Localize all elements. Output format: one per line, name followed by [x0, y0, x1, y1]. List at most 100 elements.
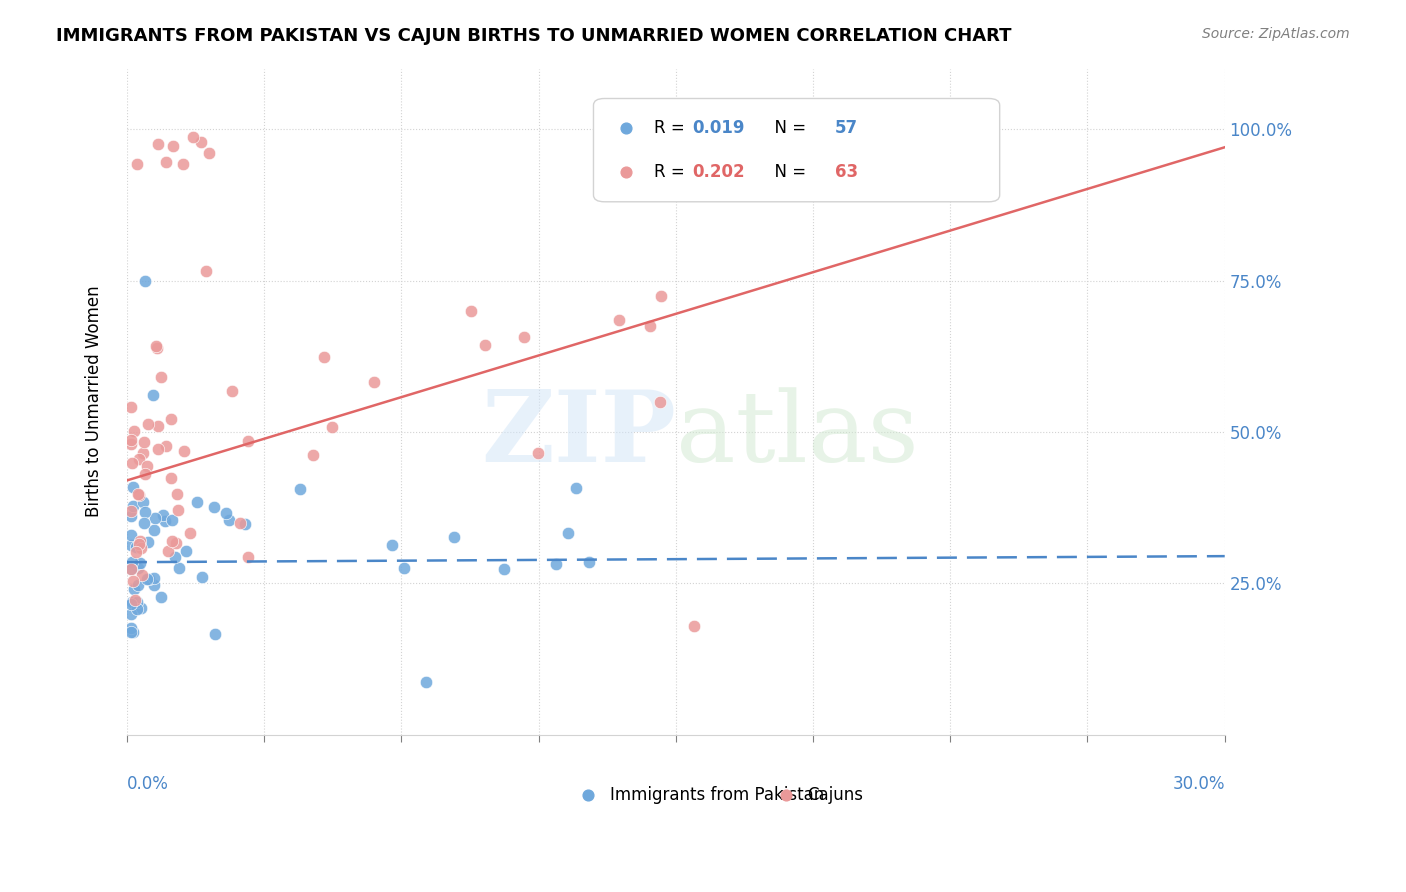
- Point: [290, 482, 312, 496]
- Point: [683, 619, 706, 633]
- Point: [167, 561, 190, 575]
- Point: [134, 505, 156, 519]
- Point: [120, 538, 142, 552]
- Point: [312, 350, 335, 364]
- Point: [120, 607, 142, 621]
- Point: [648, 395, 671, 409]
- Point: [229, 516, 252, 530]
- Point: [122, 424, 145, 438]
- Text: 63: 63: [835, 163, 858, 181]
- Point: [142, 577, 165, 591]
- Point: [143, 571, 166, 585]
- Point: [146, 419, 169, 434]
- Point: [138, 572, 160, 586]
- Point: [236, 434, 259, 448]
- Point: [186, 494, 208, 508]
- Point: [160, 513, 183, 527]
- Point: [142, 524, 165, 538]
- Point: [179, 526, 201, 541]
- Point: [120, 562, 142, 576]
- Point: [120, 528, 142, 542]
- Point: [132, 435, 155, 450]
- Point: [136, 535, 159, 549]
- Point: [138, 417, 160, 431]
- Point: [129, 600, 152, 615]
- Text: R =: R =: [654, 120, 690, 137]
- Point: [121, 595, 143, 609]
- Text: Immigrants from Pakistan: Immigrants from Pakistan: [610, 786, 824, 804]
- Point: [191, 570, 214, 584]
- Point: [149, 369, 172, 384]
- Point: [165, 535, 187, 549]
- Point: [127, 560, 149, 574]
- Point: [578, 555, 600, 569]
- Point: [128, 452, 150, 467]
- Point: [565, 481, 588, 495]
- Point: [381, 538, 404, 552]
- Point: [148, 136, 170, 151]
- Point: [124, 540, 146, 554]
- Point: [607, 313, 630, 327]
- Point: [125, 602, 148, 616]
- Point: [172, 157, 194, 171]
- Point: [443, 530, 465, 544]
- Point: [122, 582, 145, 597]
- Point: [122, 479, 145, 493]
- Point: [120, 436, 142, 450]
- Text: R =: R =: [654, 163, 690, 181]
- Point: [513, 330, 536, 344]
- Point: [148, 442, 170, 456]
- Point: [121, 456, 143, 470]
- Point: [302, 448, 325, 462]
- Point: [166, 487, 188, 501]
- Point: [134, 467, 156, 482]
- Point: [160, 412, 183, 426]
- Point: [155, 514, 177, 528]
- Point: [474, 338, 496, 352]
- Point: [195, 264, 218, 278]
- Point: [198, 146, 221, 161]
- Point: [135, 573, 157, 587]
- Point: [142, 388, 165, 402]
- Point: [527, 446, 550, 460]
- Text: 0.019: 0.019: [692, 120, 745, 137]
- Point: [218, 513, 240, 527]
- Point: [155, 155, 177, 169]
- Point: [136, 459, 159, 474]
- Point: [121, 499, 143, 513]
- Point: [125, 545, 148, 559]
- Point: [125, 157, 148, 171]
- Point: [120, 597, 142, 611]
- Point: [557, 526, 579, 541]
- Point: [132, 516, 155, 530]
- Point: [233, 517, 256, 532]
- Point: [131, 446, 153, 460]
- Point: [152, 508, 174, 523]
- Text: Source: ZipAtlas.com: Source: ZipAtlas.com: [1202, 27, 1350, 41]
- Point: [165, 550, 187, 565]
- Point: [128, 533, 150, 548]
- Point: [160, 471, 183, 485]
- Point: [145, 339, 167, 353]
- Point: [132, 494, 155, 508]
- Point: [546, 558, 568, 572]
- Point: [162, 138, 184, 153]
- Point: [127, 578, 149, 592]
- Point: [214, 506, 236, 520]
- Point: [181, 129, 204, 144]
- Point: [122, 574, 145, 589]
- Point: [173, 443, 195, 458]
- Point: [129, 541, 152, 555]
- Point: [204, 627, 226, 641]
- Text: IMMIGRANTS FROM PAKISTAN VS CAJUN BIRTHS TO UNMARRIED WOMEN CORRELATION CHART: IMMIGRANTS FROM PAKISTAN VS CAJUN BIRTHS…: [56, 27, 1012, 45]
- Point: [120, 433, 142, 447]
- Point: [121, 555, 143, 569]
- Point: [149, 590, 172, 604]
- Point: [460, 304, 482, 318]
- Point: [236, 549, 259, 564]
- Text: atlas: atlas: [676, 387, 918, 483]
- Point: [120, 562, 142, 576]
- Point: [221, 384, 243, 399]
- Point: [202, 500, 225, 514]
- Point: [120, 503, 142, 517]
